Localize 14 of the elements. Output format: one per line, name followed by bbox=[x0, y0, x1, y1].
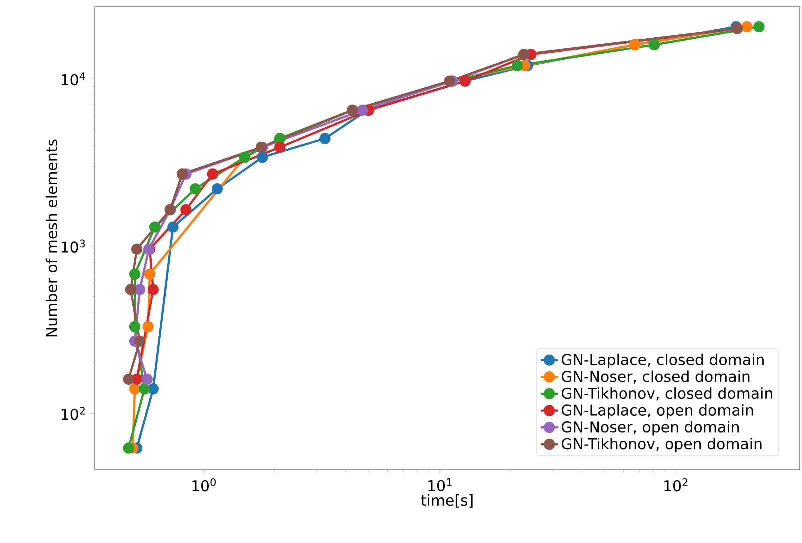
legend-label: GN-Noser, closed domain bbox=[562, 370, 750, 384]
legend-label: GN-Noser, open domain bbox=[562, 421, 739, 436]
y-tick-label: 10$^{4}$ bbox=[62, 72, 86, 86]
y-tick-label: 10$^{3}$ bbox=[62, 240, 86, 253]
x-tick-label: 10$^{1}$ bbox=[428, 478, 452, 492]
legend-label: GN-Tikhonov, open domain bbox=[562, 438, 762, 453]
legend-label: GN-Laplace, closed domain bbox=[562, 354, 764, 368]
legend-label: GN-Tikhonov, closed domain bbox=[562, 388, 772, 401]
y-axis-title: Number of mesh elements bbox=[46, 140, 58, 337]
legend-label: GN-Laplace, open domain bbox=[562, 404, 754, 419]
x-tick-label: 10$^{2}$ bbox=[664, 478, 688, 492]
x-tick-label: 10$^{0}$ bbox=[192, 478, 216, 492]
y-tick-label: 10$^{2}$ bbox=[62, 407, 85, 420]
x-axis-title: time[s] bbox=[421, 494, 473, 508]
